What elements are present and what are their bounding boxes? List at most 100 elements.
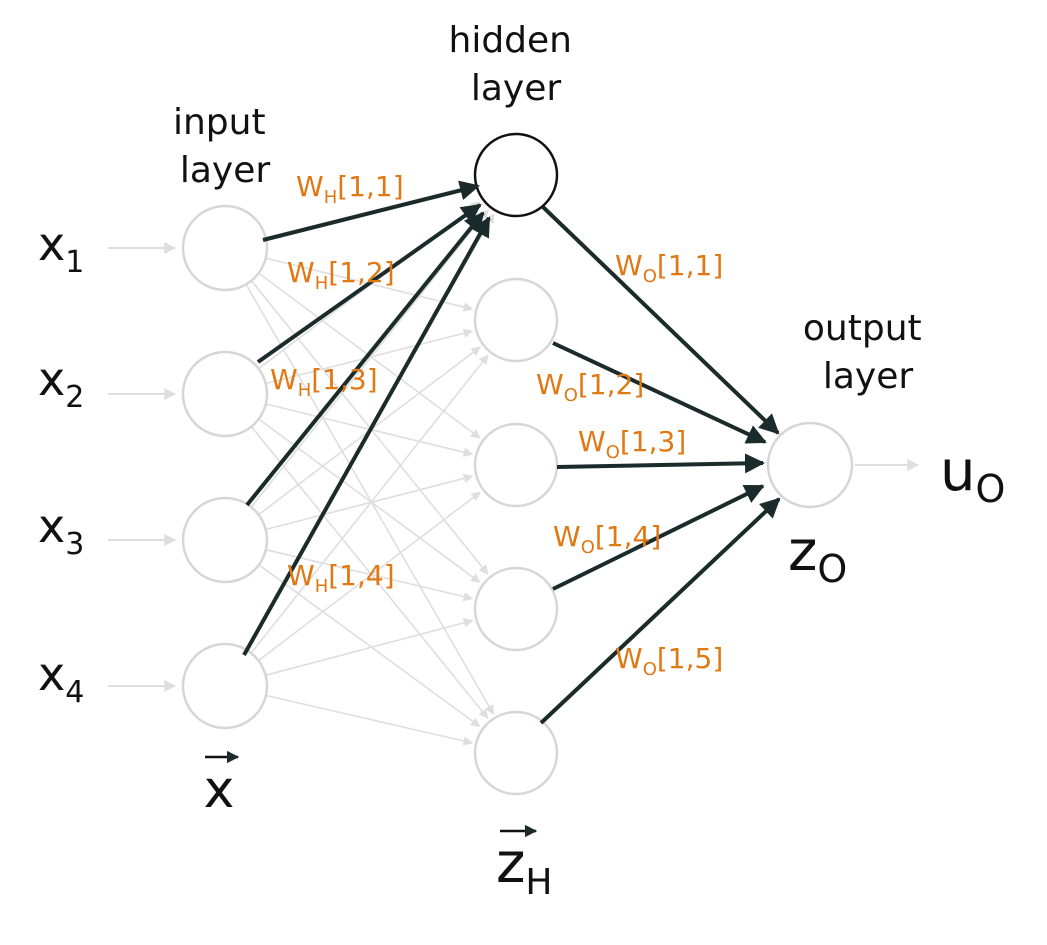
weight-label-wh-1-4-sub: H [315,576,329,597]
weight-label-wo-1-4: WO[1,4] [553,520,661,558]
faint-edge-4-2 [250,354,489,654]
weight-label-wh-1-1-idx: [1,1] [337,170,403,203]
output-weight-labels: WO[1,1] WO[1,2] WO[1,3] WO[1,4] WO[1,5] [536,249,723,680]
hidden-weight-labels: WH[1,1] WH[1,2] WH[1,3] WH[1,4] [270,170,404,597]
input-label-4-sub: 4 [65,675,84,710]
faint-edge-1-5 [245,284,495,715]
input-label-2: x2 [38,352,84,415]
weight-label-wo-1-2-idx: [1,2] [578,368,644,401]
output-layer-caption-line-1: output [803,308,922,349]
weight-label-wh-1-4: WH[1,4] [287,559,395,597]
hidden-vector-label: zH [496,824,552,903]
input-layer-caption: input layer [173,102,277,191]
faint-edge-4-5 [265,694,474,746]
hidden-weight-edges [242,180,491,656]
hidden-vector-base: z [496,831,525,896]
weight-label-wh-1-3-base: W [270,363,298,396]
input-layer-caption-line-2: layer [180,150,271,191]
hidden-node-5 [473,710,559,796]
hidden-layer-nodes [473,132,559,796]
weight-label-wo-1-4-sub: O [581,537,595,558]
weight-label-wh-1-4-idx: [1,4] [328,559,394,592]
weight-label-wo-1-4-base: W [553,520,581,553]
input-node-2 [181,350,269,438]
output-value-label: uO [940,439,1005,511]
faint-edge-3-1 [250,209,489,508]
output-node-label-sub: O [817,547,847,591]
weight-label-wh-1-1: WH[1,1] [296,170,404,208]
input-label-1-sub: 1 [65,245,84,280]
weight-label-wo-1-5-idx: [1,5] [657,642,723,675]
input-node-4 [181,642,269,730]
input-variable-labels: x1 x2 x3 x4 [38,217,84,710]
hidden-layer-caption: hidden layer [449,20,584,109]
weight-label-wh-1-3-sub: H [298,380,312,401]
input-label-3-base: x [38,499,65,553]
hidden-node-1[interactable] [473,132,559,218]
output-value-label-base: u [940,439,976,504]
weight-label-wo-1-1: WO[1,1] [615,249,723,287]
output-node [766,421,854,509]
edge-wo-1-2 [552,341,767,444]
hidden-node-2 [473,277,559,363]
weight-label-wo-1-5: WO[1,5] [615,642,723,680]
input-node-3 [181,496,269,584]
hidden-node-3 [473,422,559,508]
input-arrows [108,242,920,692]
input-label-4-base: x [38,647,65,701]
input-vector-label: x [204,750,240,820]
faint-edge-4-4 [265,618,474,677]
faint-connections [245,183,495,746]
edge-wo-1-1 [541,205,780,435]
weight-label-wh-1-4-base: W [287,559,315,592]
input-label-3: x3 [38,499,84,562]
weight-label-wh-1-1-sub: H [324,187,338,208]
input-label-3-sub: 3 [65,527,84,562]
output-layer-caption: output layer [803,308,933,397]
input-label-4: x4 [38,647,84,710]
output-node-label-base: z [788,519,817,584]
edge-wh-1-3 [245,211,485,507]
output-value-label-sub: O [976,467,1006,511]
output-node-label: zO [788,519,847,591]
weight-label-wo-1-2-sub: O [564,385,578,406]
weight-label-wo-1-3-sub: O [606,442,620,463]
weight-label-wo-1-1-base: W [615,249,643,282]
weight-label-wh-1-3-idx: [1,3] [311,363,377,396]
weight-label-wo-1-1-sub: O [643,266,657,287]
weight-label-wh-1-1-base: W [296,170,324,203]
edge-wo-1-3 [556,453,765,474]
weight-label-wo-1-1-idx: [1,1] [657,249,723,282]
weight-label-wo-1-4-idx: [1,4] [595,520,661,553]
faint-edge-2-4 [258,418,481,583]
input-label-1: x1 [38,217,84,280]
faint-edge-2-2 [265,328,474,385]
weight-label-wo-1-2-base: W [536,368,564,401]
output-weight-edges [539,205,781,725]
edge-wh-1-2 [256,203,482,364]
edge-wh-1-1 [262,180,480,242]
weight-label-wo-1-3-idx: [1,3] [620,425,686,458]
faint-edge-3-5 [258,564,481,728]
faint-edge-4-3 [257,491,481,662]
faint-edge-3-3 [265,473,474,531]
weight-label-wh-1-2-base: W [287,256,315,289]
weight-label-wo-1-3-base: W [578,425,606,458]
edge-wh-1-4 [242,216,491,656]
input-label-2-sub: 2 [65,380,84,415]
faint-edge-2-5 [250,426,489,719]
weight-label-wo-1-3: WO[1,3] [578,425,686,463]
hidden-vector-symbol: zH [496,831,552,903]
output-layer-caption-line-2: layer [823,356,914,397]
input-vector-symbol: x [204,760,235,820]
weight-label-wh-1-2: WH[1,2] [287,256,395,294]
weight-label-wh-1-2-sub: H [315,273,329,294]
hidden-vector-sub: H [525,862,552,903]
weight-label-wo-1-2: WO[1,2] [536,368,644,406]
input-node-1 [181,204,269,292]
hidden-node-4 [473,566,559,652]
edge-wo-1-5 [539,497,781,725]
weight-label-wh-1-2-idx: [1,2] [328,256,394,289]
input-layer-caption-line-1: input [173,102,266,143]
